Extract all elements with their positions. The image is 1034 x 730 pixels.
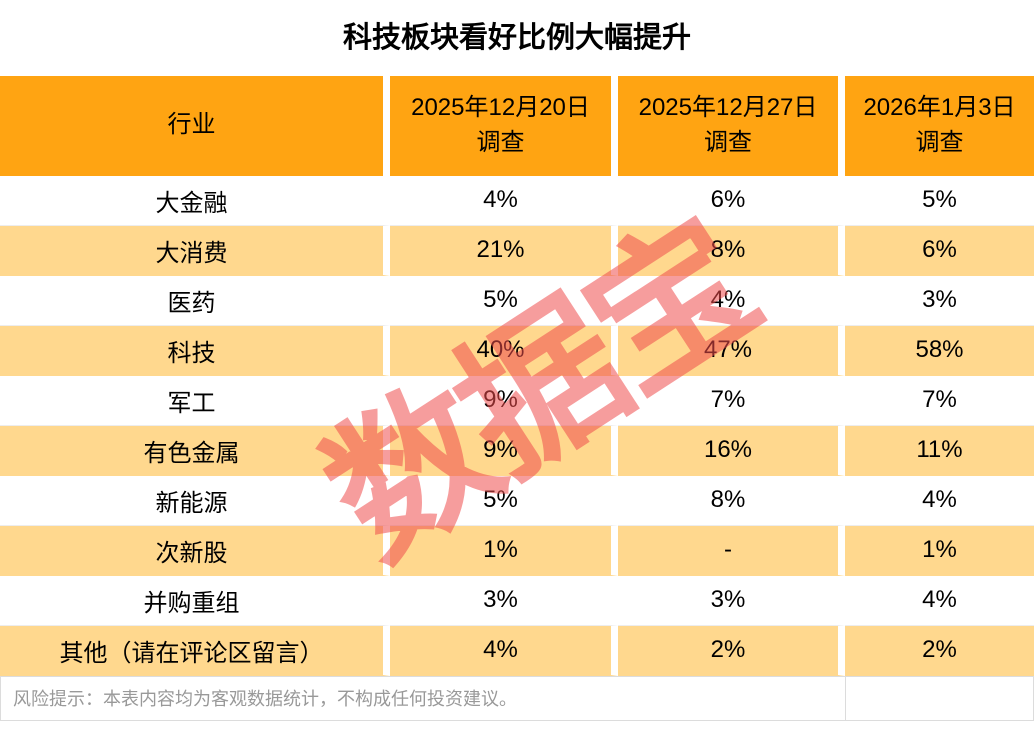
- value-cell: 40%: [390, 325, 618, 376]
- page-title: 科技板块看好比例大幅提升: [342, 22, 691, 54]
- table-row: 有色金属 9% 16% 11%: [0, 425, 1034, 476]
- industry-cell: 科技: [0, 325, 390, 376]
- column-header: 2025年12月27日调查: [618, 75, 845, 176]
- value-cell: 6%: [845, 225, 1034, 276]
- value-cell: 4%: [390, 175, 618, 226]
- header-row: 行业 2025年12月20日调查 2025年12月27日调查 2026年1月3日调查: [0, 75, 1034, 176]
- table-row: 大消费 21% 8% 6%: [0, 225, 1034, 276]
- value-cell: 4%: [845, 475, 1034, 526]
- value-cell: 4%: [618, 275, 845, 326]
- value-cell: 9%: [390, 425, 618, 476]
- table-body: 大金融 4% 6% 5% 大消费 21% 8% 6% 医药 5% 4% 3% 科技 40% 47% 58% 军工…: [0, 175, 1034, 676]
- table-row: 新能源 5% 8% 4%: [0, 475, 1034, 526]
- value-cell: 5%: [845, 175, 1034, 226]
- value-cell: 5%: [390, 475, 618, 526]
- value-cell: 2%: [845, 625, 1034, 676]
- value-cell: 3%: [618, 575, 845, 626]
- column-header: 2026年1月3日调查: [845, 75, 1034, 176]
- column-header: 2025年12月20日调查: [390, 75, 618, 176]
- table-row: 并购重组 3% 3% 4%: [0, 575, 1034, 626]
- value-cell: -: [618, 525, 845, 576]
- industry-cell: 大消费: [0, 225, 390, 276]
- value-cell: 7%: [618, 375, 845, 426]
- industry-cell: 医药: [0, 275, 390, 326]
- value-cell: 4%: [845, 575, 1034, 626]
- industry-cell: 大金融: [0, 175, 390, 226]
- value-cell: 47%: [618, 325, 845, 376]
- value-cell: 21%: [390, 225, 618, 276]
- table-row: 医药 5% 4% 3%: [0, 275, 1034, 326]
- industry-cell: 军工: [0, 375, 390, 426]
- value-cell: 4%: [390, 625, 618, 676]
- industry-cell: 其他（请在评论区留言）: [0, 625, 390, 676]
- table-row: 大金融 4% 6% 5%: [0, 175, 1034, 226]
- value-cell: 11%: [845, 425, 1034, 476]
- value-cell: 1%: [845, 525, 1034, 576]
- value-cell: 8%: [618, 475, 845, 526]
- industry-cell: 有色金属: [0, 425, 390, 476]
- value-cell: 2%: [618, 625, 845, 676]
- table-row: 次新股 1% -1%: [0, 525, 1034, 576]
- industry-cell: 并购重组: [0, 575, 390, 626]
- survey-table: 行业 2025年12月20日调查 2025年12月27日调查 2026年1月3日调查 …: [0, 75, 1034, 721]
- risk-note: 风险提示：本表内容均为客观数据统计，不构成任何投资建议。: [0, 675, 845, 721]
- industry-cell: 次新股: [0, 525, 390, 576]
- value-cell: 5%: [390, 275, 618, 326]
- value-cell: 3%: [390, 575, 618, 626]
- value-cell: 3%: [845, 275, 1034, 326]
- value-cell: 9%: [390, 375, 618, 426]
- column-header: 行业: [0, 75, 390, 176]
- table-row: 军工 9% 7% 7%: [0, 375, 1034, 426]
- footer-row: 风险提示：本表内容均为客观数据统计，不构成任何投资建议。: [0, 675, 1034, 721]
- value-cell: 7%: [845, 375, 1034, 426]
- value-cell: 58%: [845, 325, 1034, 376]
- value-cell: 8%: [618, 225, 845, 276]
- value-cell: 1%: [390, 525, 618, 576]
- footer-empty-cell: [845, 675, 1034, 721]
- table-row: 科技 40% 47% 58%: [0, 325, 1034, 376]
- table-row: 其他（请在评论区留言） 4% 2% 2%: [0, 625, 1034, 676]
- value-cell: 6%: [618, 175, 845, 226]
- industry-cell: 新能源: [0, 475, 390, 526]
- value-cell: 16%: [618, 425, 845, 476]
